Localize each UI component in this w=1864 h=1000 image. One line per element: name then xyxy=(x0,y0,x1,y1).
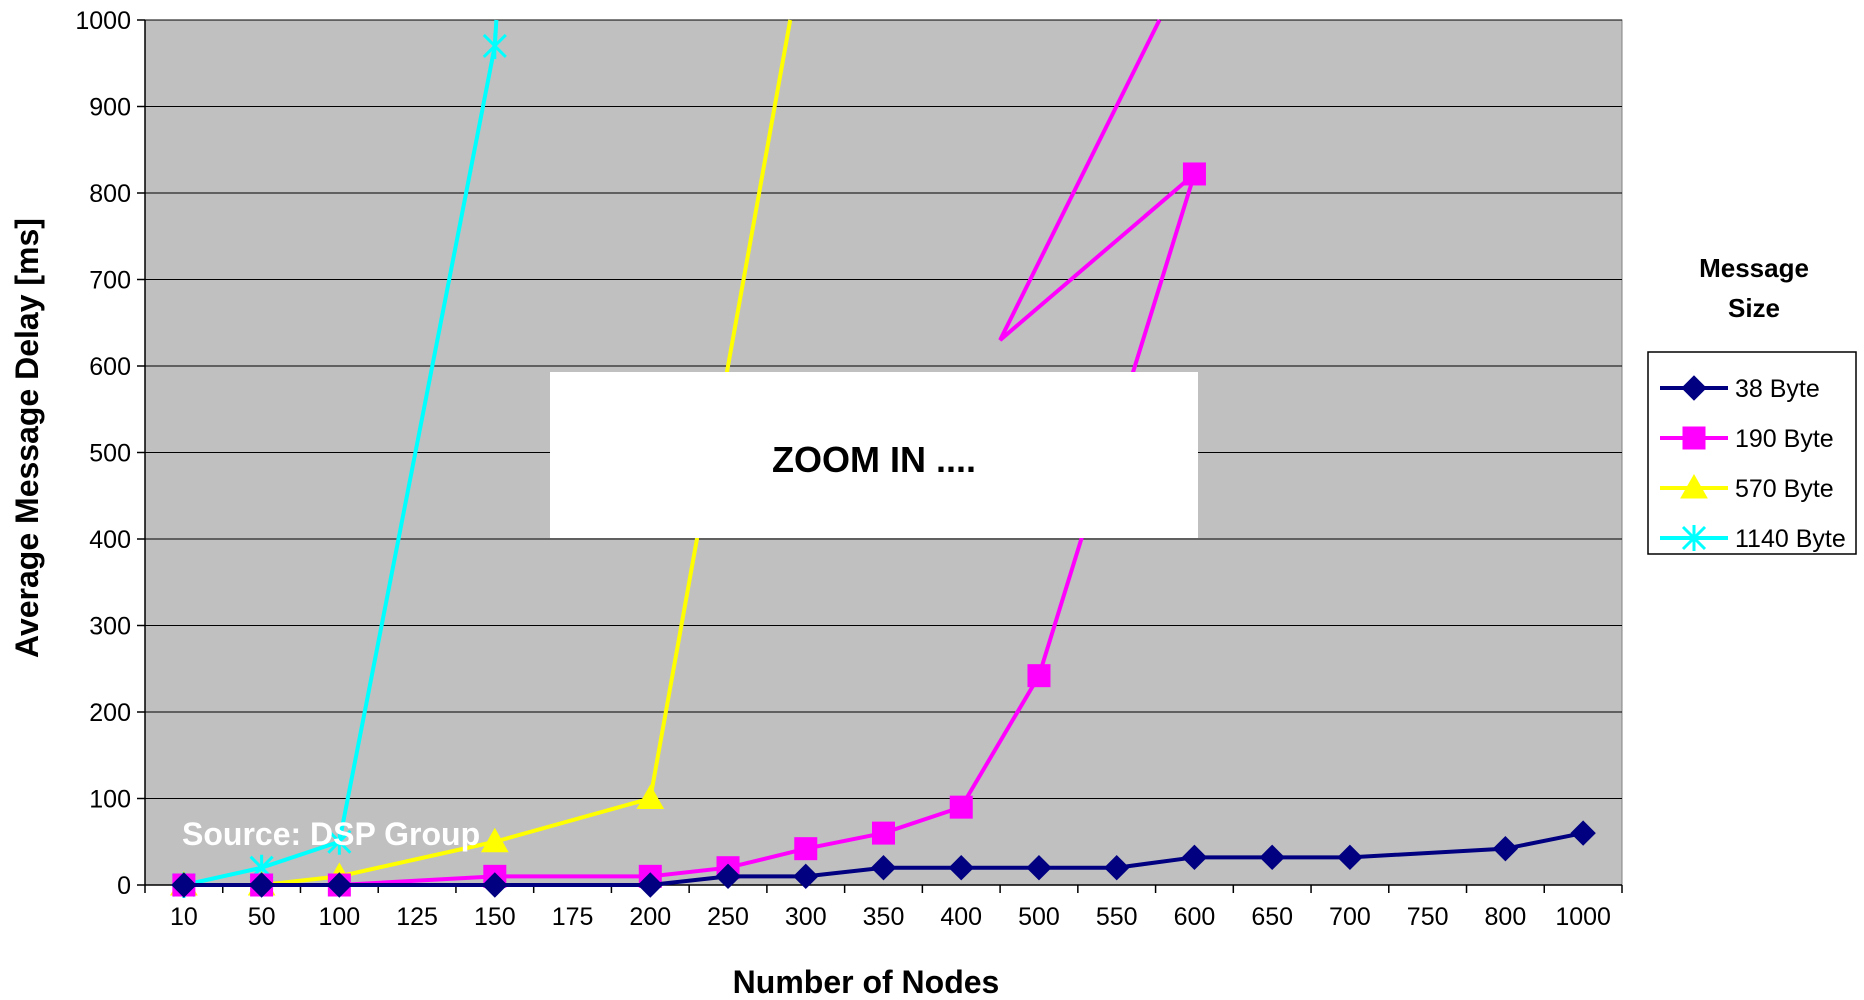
x-tick-label: 300 xyxy=(785,903,827,931)
data-point xyxy=(1026,854,1052,881)
y-tick-label: 0 xyxy=(117,872,131,900)
y-axis-ticks: 0 100 200 300 400 500 600 700 800 900 1000 xyxy=(75,7,145,900)
data-point xyxy=(794,837,818,861)
data-point xyxy=(715,863,741,890)
data-point xyxy=(870,854,897,881)
data-point xyxy=(482,32,507,59)
x-tick-label: 125 xyxy=(396,903,438,931)
data-point xyxy=(637,872,663,898)
data-point xyxy=(327,828,352,855)
y-tick-label: 400 xyxy=(89,526,131,554)
data-point xyxy=(1492,835,1519,862)
x-axis-label: Number of Nodes xyxy=(733,964,1000,1000)
legend-label: 570 Byte xyxy=(1735,475,1834,503)
legend-item: 190 Byte xyxy=(1660,425,1834,453)
data-point xyxy=(1570,820,1596,846)
data-point xyxy=(793,863,819,890)
legend-title-line2: Size xyxy=(1728,293,1780,323)
data-point xyxy=(1681,375,1707,401)
source-watermark: Source: DSP Group xyxy=(182,816,480,852)
x-tick-label: 250 xyxy=(707,903,749,931)
data-point xyxy=(1259,844,1285,871)
x-tick-label: 650 xyxy=(1251,903,1293,931)
legend-box xyxy=(1647,351,1857,555)
y-tick-label: 800 xyxy=(89,180,131,208)
series-layer xyxy=(170,19,1596,898)
x-tick-label: 400 xyxy=(940,903,982,931)
y-tick-label: 100 xyxy=(89,786,131,814)
legend-item: 1140 Byte xyxy=(1660,525,1846,553)
x-axis-ticks: 10 50 100 125 150 175 200 250 300 350 400 500 550 600… xyxy=(144,885,1623,931)
x-tick-label: 150 xyxy=(474,903,516,931)
data-point xyxy=(1337,844,1363,871)
legend-label: 1140 Byte xyxy=(1735,525,1846,553)
x-tick-label: 600 xyxy=(1174,903,1216,931)
x-tick-label: 500 xyxy=(1018,903,1060,931)
legend-label: 190 Byte xyxy=(1735,425,1834,453)
y-tick-label: 200 xyxy=(89,699,131,727)
series-line xyxy=(183,831,1584,887)
data-point xyxy=(1182,162,1206,186)
gridlines xyxy=(145,19,1622,799)
data-point xyxy=(171,872,197,898)
series-38-byte xyxy=(171,820,1596,898)
legend-label: 38 Byte xyxy=(1735,375,1820,403)
y-tick-label: 300 xyxy=(89,613,131,641)
data-point xyxy=(636,784,665,809)
data-point xyxy=(1680,473,1708,499)
y-tick-label: 900 xyxy=(89,94,131,122)
data-point xyxy=(1104,854,1130,881)
legend-item: 38 Byte xyxy=(1660,375,1820,403)
x-tick-label: 350 xyxy=(863,903,905,931)
y-tick-label: 700 xyxy=(89,267,131,295)
y-tick-label: 500 xyxy=(89,440,131,468)
x-tick-label: 175 xyxy=(552,903,594,931)
zoom-overlay-text: ZOOM IN .... xyxy=(772,439,976,480)
data-point xyxy=(248,872,275,898)
legend: Message Size 38 Byte 190 Byte 570 Byte 1140… xyxy=(1647,253,1857,555)
data-point xyxy=(482,872,508,898)
x-tick-label: 50 xyxy=(248,903,276,931)
x-tick-label: 100 xyxy=(318,903,360,931)
legend-title-line1: Message xyxy=(1699,253,1809,283)
data-point xyxy=(1027,664,1051,688)
x-tick-label: 200 xyxy=(629,903,671,931)
data-point xyxy=(872,821,895,845)
y-tick-label: 600 xyxy=(89,353,131,381)
legend-item: 570 Byte xyxy=(1660,473,1834,503)
x-tick-label: 800 xyxy=(1485,903,1527,931)
y-axis-label: Average Message Delay [ms] xyxy=(9,218,45,658)
legend-items: 38 Byte 190 Byte 570 Byte 1140 Byte xyxy=(1660,375,1846,553)
zoom-overlay-box xyxy=(550,372,1198,538)
data-point xyxy=(1181,844,1208,871)
data-point xyxy=(948,854,974,881)
x-tick-label: 700 xyxy=(1329,903,1371,931)
data-point xyxy=(480,827,509,853)
data-point xyxy=(949,795,973,819)
x-tick-label: 750 xyxy=(1407,903,1449,931)
data-point xyxy=(326,872,353,898)
data-point xyxy=(1681,525,1707,551)
x-tick-label: 10 xyxy=(170,903,198,931)
data-point xyxy=(1682,426,1706,450)
x-tick-label: 1000 xyxy=(1555,903,1611,931)
x-tick-label: 550 xyxy=(1096,903,1138,931)
y-tick-label: 1000 xyxy=(75,7,131,35)
